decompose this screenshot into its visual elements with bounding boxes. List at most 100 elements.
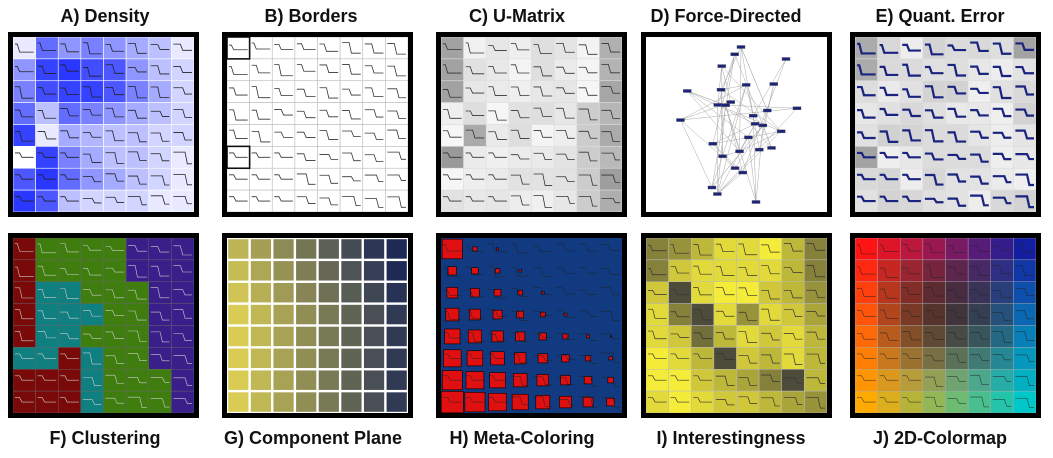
meta-square (540, 311, 546, 318)
graph-background (646, 37, 827, 212)
cell-curve (60, 43, 79, 53)
border-cell (271, 58, 296, 82)
cell-curve (1015, 354, 1034, 362)
border-cell (249, 102, 273, 125)
cell-curve (947, 107, 967, 118)
component-cell (318, 282, 339, 303)
meta-square (512, 373, 528, 388)
cell-curve (319, 154, 339, 160)
cell-curve (229, 129, 248, 139)
component-cell (273, 239, 294, 259)
cell-curve (648, 245, 667, 252)
graph-node (716, 88, 726, 92)
colormap-cell (900, 281, 924, 304)
cell-curve (970, 153, 989, 163)
cluster-cell (148, 390, 172, 413)
cell-curve (783, 243, 803, 252)
cell-curve (947, 376, 967, 382)
cell-curve (879, 43, 899, 54)
border-cell (339, 189, 364, 212)
cell-curve (857, 397, 876, 403)
panel-title-c: C) U-Matrix (468, 6, 565, 26)
cluster-cell (171, 259, 194, 282)
cell-curve (229, 174, 248, 180)
border-cell (317, 102, 341, 125)
graph-node (713, 192, 722, 196)
cell-curve (970, 310, 989, 318)
cell-curve (857, 375, 876, 381)
meta-square (536, 374, 549, 387)
cell-curve (857, 333, 876, 340)
cell-curve (879, 173, 899, 181)
cell-curve (715, 399, 735, 406)
cell-curve (992, 131, 1012, 139)
border-cell (385, 167, 408, 191)
umatrix-cell (531, 146, 555, 169)
colormap-cell (922, 303, 946, 326)
cell-curve (578, 289, 598, 295)
cluster-cell (58, 303, 82, 326)
cell-curve (15, 174, 34, 180)
quant-error-cell (922, 124, 946, 147)
density-cell (125, 124, 150, 147)
cell-curve (924, 129, 944, 143)
cell-curve (783, 309, 803, 317)
component-cell (250, 392, 272, 412)
umatrix-cell (599, 189, 622, 212)
cluster-cell (125, 390, 149, 413)
density-cell (171, 37, 194, 60)
cell-curve (150, 354, 170, 362)
cell-curve (488, 333, 507, 342)
density-cell (80, 167, 104, 191)
umatrix-cell (441, 124, 464, 147)
cell-curve (1015, 129, 1034, 140)
colormap-cell (877, 303, 901, 326)
cell-curve (601, 311, 620, 321)
graph-node (776, 129, 786, 134)
cluster-cell (35, 303, 59, 326)
cell-curve (128, 86, 147, 99)
cell-curve (857, 64, 876, 76)
cell-curve (296, 43, 316, 51)
cluster-cell (148, 281, 172, 304)
cell-curve (60, 353, 79, 359)
cell-curve (465, 266, 485, 275)
umatrix-cell (599, 124, 622, 147)
cell-curve (37, 289, 57, 298)
cluster-cell (35, 281, 59, 304)
density-cell (35, 58, 59, 82)
quant-error-cell (990, 167, 1014, 191)
cell-curve (670, 288, 690, 296)
cell-curve (533, 311, 553, 316)
component-cell (386, 261, 407, 281)
graph-node (758, 123, 768, 128)
component-cell (228, 239, 249, 259)
cell-curve (578, 108, 598, 121)
interest-cell (668, 238, 692, 261)
quant-error-cell (990, 58, 1014, 82)
density-cell (13, 124, 36, 147)
graph-edge (717, 104, 782, 132)
cell-curve (902, 267, 921, 275)
colormap-cell (990, 369, 1014, 392)
cell-curve (533, 246, 553, 252)
umatrix-cell (576, 80, 600, 103)
graph-edge (720, 89, 782, 132)
cell-curve (465, 245, 485, 252)
colormap-cell (855, 281, 878, 304)
cell-curve (443, 375, 462, 381)
border-cell (294, 37, 318, 60)
panel-title-i: I) Interestingness (656, 428, 806, 448)
cell-curve (488, 309, 507, 317)
density-cell (57, 124, 82, 147)
cluster-cell (148, 347, 172, 370)
graph-edge (680, 84, 747, 121)
cell-curve (128, 265, 147, 278)
cell-curve (992, 265, 1012, 275)
interest-cell (781, 281, 805, 304)
colormap-cell (945, 390, 969, 413)
cell-curve (387, 174, 406, 181)
cell-curve (37, 397, 57, 403)
cluster-cell (103, 390, 127, 413)
quant-error-cell (1013, 102, 1036, 125)
